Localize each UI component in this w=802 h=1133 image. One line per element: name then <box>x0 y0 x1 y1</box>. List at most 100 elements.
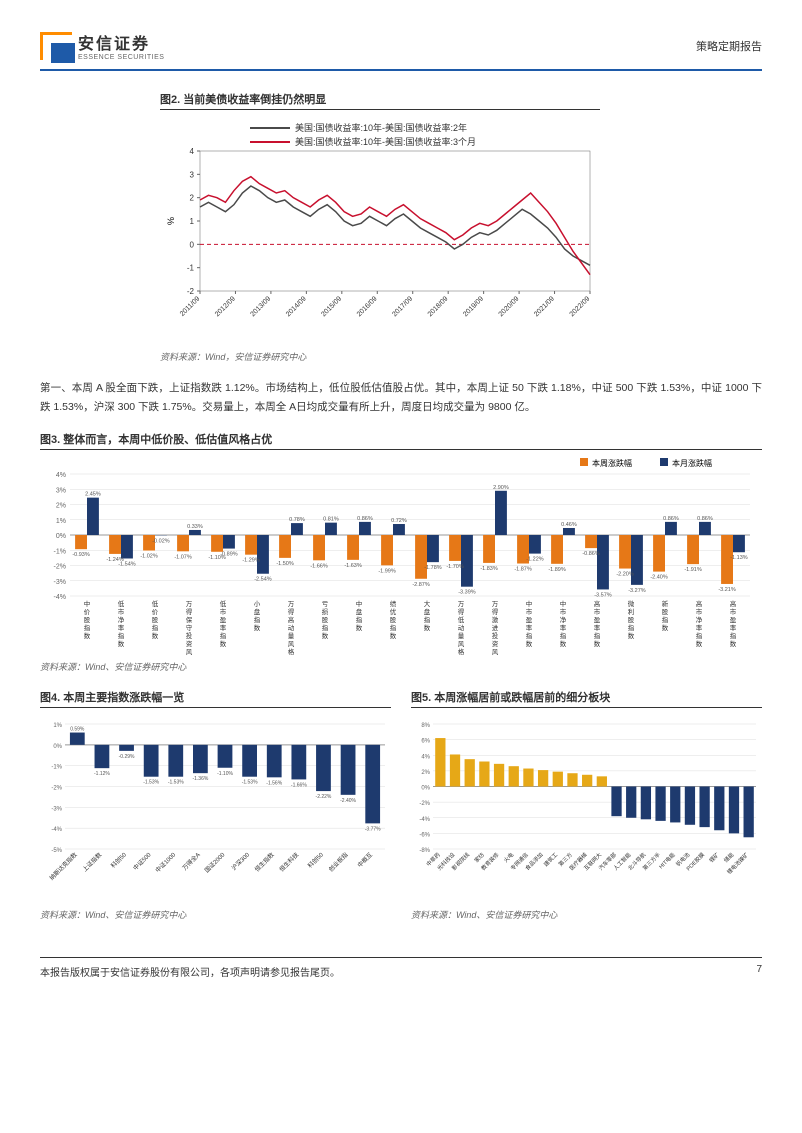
svg-text:激: 激 <box>492 615 499 624</box>
svg-text:指: 指 <box>152 623 159 632</box>
fig2-title: 图2. 当前美债收益率倒挂仍然明显 <box>160 91 600 110</box>
svg-text:亏: 亏 <box>322 600 329 608</box>
svg-text:风: 风 <box>186 648 193 656</box>
svg-text:资: 资 <box>186 639 193 648</box>
svg-text:0.86%: 0.86% <box>357 516 373 522</box>
svg-text:得: 得 <box>186 607 193 616</box>
svg-text:0.33%: 0.33% <box>187 524 203 530</box>
logo-icon <box>40 32 72 60</box>
svg-text:指: 指 <box>730 631 737 640</box>
svg-text:本月涨跌幅: 本月涨跌幅 <box>672 458 712 468</box>
svg-text:股: 股 <box>84 616 91 624</box>
svg-text:数: 数 <box>220 639 227 648</box>
svg-text:量: 量 <box>288 632 295 640</box>
svg-text:-0.02%: -0.02% <box>152 538 170 544</box>
svg-text:中: 中 <box>560 599 567 608</box>
svg-text:-4%: -4% <box>54 594 66 601</box>
svg-text:国证2000: 国证2000 <box>204 851 227 874</box>
logo-cn: 安信证券 <box>78 30 164 54</box>
svg-text:上证指数: 上证指数 <box>81 851 104 874</box>
svg-text:率: 率 <box>730 623 737 632</box>
svg-text:2019/09: 2019/09 <box>462 295 485 318</box>
svg-text:率: 率 <box>526 623 533 632</box>
svg-text:4%: 4% <box>421 754 430 760</box>
svg-text:绩: 绩 <box>390 599 397 608</box>
svg-text:2013/09: 2013/09 <box>249 295 272 318</box>
svg-text:量: 量 <box>458 632 465 640</box>
svg-text:家纺: 家纺 <box>472 850 486 864</box>
header: 安信证券 ESSENCE SECURITIES 策略定期报告 <box>40 30 762 71</box>
svg-text:净: 净 <box>118 615 125 624</box>
svg-text:-3.57%: -3.57% <box>594 592 612 598</box>
svg-text:-1.53%: -1.53% <box>143 779 159 785</box>
svg-text:数: 数 <box>560 639 567 648</box>
svg-text:-3.39%: -3.39% <box>458 589 476 595</box>
fig5-title: 图5. 本周涨幅居前或跌幅居前的细分板块 <box>411 689 762 708</box>
svg-text:-2: -2 <box>187 287 195 296</box>
svg-text:盘: 盘 <box>424 607 431 616</box>
svg-text:-1.66%: -1.66% <box>291 782 307 788</box>
svg-text:保: 保 <box>186 615 193 624</box>
svg-text:数: 数 <box>254 623 261 632</box>
svg-text:-1.91%: -1.91% <box>684 567 702 573</box>
svg-text:高: 高 <box>288 615 295 624</box>
svg-text:指: 指 <box>254 615 261 624</box>
svg-text:数: 数 <box>356 623 363 632</box>
svg-text:-8%: -8% <box>419 848 430 854</box>
svg-text:率: 率 <box>118 623 125 632</box>
svg-text:-2.54%: -2.54% <box>254 577 272 583</box>
svg-text:数: 数 <box>526 639 533 648</box>
fig2-source: 资料来源：Wind，安信证券研究中心 <box>160 350 600 363</box>
svg-text:-1.87%: -1.87% <box>514 566 532 572</box>
svg-text:盈: 盈 <box>730 616 737 624</box>
svg-text:0%: 0% <box>53 744 62 750</box>
report-type: 策略定期报告 <box>696 38 762 54</box>
logo: 安信证券 ESSENCE SECURITIES <box>40 30 164 61</box>
svg-text:-1.99%: -1.99% <box>378 568 396 574</box>
page-number: 7 <box>756 964 762 979</box>
svg-text:2.90%: 2.90% <box>493 485 509 491</box>
svg-text:本周涨跌幅: 本周涨跌幅 <box>592 458 632 468</box>
svg-text:-3%: -3% <box>54 579 66 586</box>
svg-text:低: 低 <box>152 599 159 608</box>
svg-text:盈: 盈 <box>220 616 227 624</box>
svg-text:-2%: -2% <box>54 563 66 570</box>
svg-text:投: 投 <box>492 631 499 640</box>
svg-text:市: 市 <box>594 607 601 616</box>
svg-text:-0.93%: -0.93% <box>72 552 90 558</box>
svg-text:数: 数 <box>424 623 431 632</box>
svg-text:低: 低 <box>458 615 465 624</box>
svg-text:创业板指: 创业板指 <box>327 851 350 874</box>
svg-text:风: 风 <box>458 640 465 648</box>
svg-text:率: 率 <box>696 623 703 632</box>
svg-text:高: 高 <box>696 599 703 608</box>
svg-text:数: 数 <box>594 639 601 648</box>
svg-text:率: 率 <box>220 623 227 632</box>
svg-text:美国:国债收益率:10年-美国:国债收益率:2年: 美国:国债收益率:10年-美国:国债收益率:2年 <box>295 122 467 133</box>
svg-text:低: 低 <box>220 599 227 608</box>
svg-text:优: 优 <box>390 607 397 616</box>
svg-text:%: % <box>166 217 176 225</box>
svg-text:-3.27%: -3.27% <box>628 588 646 594</box>
svg-text:盈: 盈 <box>526 616 533 624</box>
svg-text:指: 指 <box>390 623 397 632</box>
fig5-chart: -8%-6%-4%-2%0%2%4%6%8%中草药光科技设影视院线家纺教育装修火… <box>411 714 762 904</box>
svg-text:指: 指 <box>696 631 703 640</box>
svg-text:建筑工: 建筑工 <box>542 850 560 868</box>
svg-text:-1.83%: -1.83% <box>480 566 498 572</box>
svg-text:-1.22%: -1.22% <box>526 556 544 562</box>
svg-text:-1.70%: -1.70% <box>446 564 464 570</box>
svg-text:高: 高 <box>730 599 737 608</box>
svg-text:2.45%: 2.45% <box>85 491 101 497</box>
svg-text:2: 2 <box>190 194 195 203</box>
svg-text:-1.56%: -1.56% <box>266 780 282 786</box>
svg-text:3%: 3% <box>56 487 66 494</box>
svg-text:2020/09: 2020/09 <box>498 295 521 318</box>
svg-text:-2.40%: -2.40% <box>650 574 668 580</box>
svg-text:数: 数 <box>84 631 91 640</box>
svg-text:2022/09: 2022/09 <box>569 295 592 318</box>
svg-text:指: 指 <box>220 631 227 640</box>
svg-text:科创50: 科创50 <box>306 850 325 869</box>
svg-text:-0.86%: -0.86% <box>582 551 600 557</box>
svg-text:6%: 6% <box>421 738 430 744</box>
